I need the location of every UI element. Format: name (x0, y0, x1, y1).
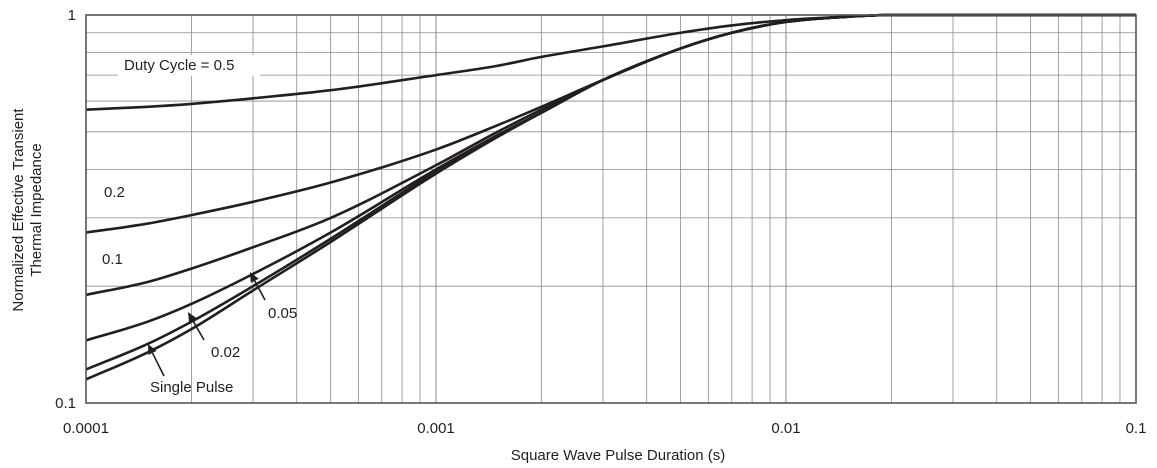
annotations: Duty Cycle = 0.5 0.2 0.1 0.05 0.02 Single Pul… (102, 55, 297, 396)
x-tick-label: 0.001 (417, 420, 455, 437)
label-0-05: 0.05 (268, 305, 297, 322)
y-tick-label: 1 (68, 7, 76, 24)
arrow-0-05 (254, 280, 266, 301)
plot-frame (85, 14, 1137, 404)
y-tick-labels: 0.11 (55, 7, 76, 412)
x-tick-label: 0.1 (1126, 420, 1147, 437)
arrow-0-02 (192, 320, 205, 341)
y-axis-label-line-2: Thermal Impedance (28, 143, 45, 276)
x-tick-labels: 0.0001 0.001 0.01 0.1 (63, 420, 1146, 437)
label-background (118, 55, 260, 76)
label-0-02: 0.02 (211, 344, 240, 361)
label-0-1: 0.1 (102, 251, 123, 268)
y-tick-label: 0.1 (55, 395, 76, 412)
arrowhead-0-05 (250, 272, 259, 283)
curve-0-2 (85, 13, 1136, 234)
label-duty-cycle-0-5: Duty Cycle = 0.5 (124, 57, 234, 74)
arrowhead-0-02 (188, 312, 197, 323)
y-axis-label-line-1: Normalized Effective Transient (10, 108, 27, 312)
x-axis-label: Square Wave Pulse Duration (s) (511, 447, 726, 464)
arrow-single-pulse (151, 352, 165, 377)
x-tick-label: 0.0001 (63, 420, 109, 437)
arrowhead-single-pulse (148, 344, 157, 355)
label-single-pulse: Single Pulse (150, 379, 233, 396)
x-tick-label: 0.01 (771, 420, 800, 437)
grid (86, 15, 1136, 403)
label-0-2: 0.2 (104, 184, 125, 201)
